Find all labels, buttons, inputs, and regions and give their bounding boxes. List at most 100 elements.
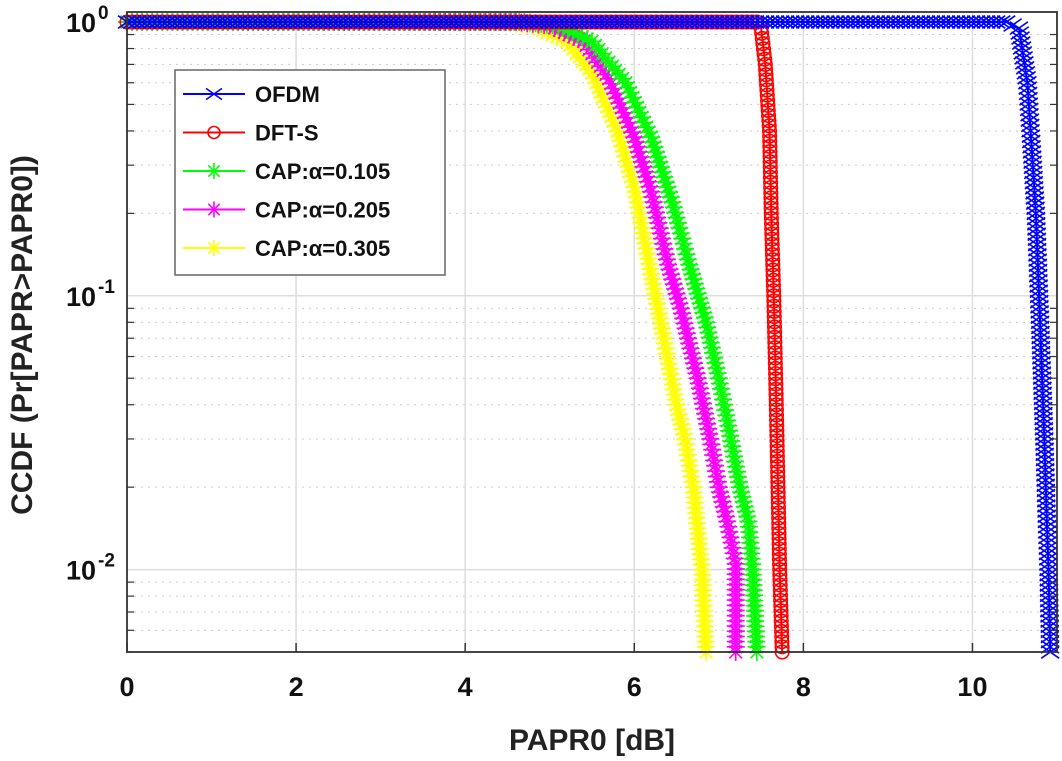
marker-stroke (630, 15, 649, 29)
series-0 (117, 15, 1060, 659)
marker-stroke (805, 15, 825, 29)
marker-stroke (991, 15, 1011, 29)
data-point-marker (1030, 320, 1050, 335)
data-point-marker (1031, 335, 1051, 350)
data-point-marker (353, 15, 373, 29)
marker-stroke (273, 15, 293, 29)
data-point-marker (655, 15, 675, 29)
marker-stroke (881, 15, 901, 29)
data-point-marker (766, 283, 782, 299)
marker-stroke (611, 129, 626, 143)
marker-stroke (318, 15, 338, 29)
data-point-marker (489, 15, 509, 29)
data-point-marker (469, 15, 489, 29)
data-point-marker (283, 15, 303, 29)
data-point-marker (645, 15, 665, 29)
marker-stroke (1039, 588, 1059, 603)
data-point-marker (770, 479, 786, 495)
data-point-marker (1031, 350, 1051, 365)
data-point-marker (1017, 75, 1037, 90)
data-point-marker (762, 154, 778, 170)
data-point-marker (767, 350, 783, 366)
marker-stroke (258, 15, 278, 29)
marker-stroke (625, 15, 644, 29)
marker-stroke (283, 15, 303, 29)
marker-stroke (1020, 107, 1039, 122)
marker-stroke (861, 15, 881, 29)
data-point-marker (263, 15, 283, 29)
marker-stroke (624, 169, 639, 184)
data-point-marker (660, 15, 680, 29)
data-point-marker (1034, 421, 1054, 436)
data-point-marker (243, 15, 263, 29)
marker-stroke (207, 241, 221, 255)
data-point-marker (1040, 629, 1060, 644)
data-point-marker (768, 402, 784, 418)
data-point-marker (1033, 406, 1053, 421)
data-point-marker (1033, 381, 1052, 396)
data-point-marker (1035, 457, 1055, 472)
data-point-marker (223, 15, 242, 29)
marker-stroke (856, 15, 876, 29)
data-point-marker (769, 438, 785, 454)
data-point-marker (619, 15, 639, 29)
marker-stroke (609, 15, 629, 29)
data-point-marker (1034, 416, 1054, 431)
marker-stroke (1027, 232, 1047, 247)
data-point-marker (1029, 284, 1049, 299)
data-point-marker (1026, 216, 1046, 231)
data-point-marker (951, 15, 971, 29)
data-point-marker (770, 489, 786, 506)
data-point-marker (1031, 345, 1051, 360)
data-point-marker (800, 15, 820, 29)
marker-stroke (871, 15, 891, 29)
data-point-marker (846, 15, 865, 29)
data-point-marker (1035, 468, 1055, 482)
marker-stroke (941, 15, 961, 29)
data-point-marker (228, 15, 247, 29)
data-point-marker (559, 15, 579, 29)
marker-stroke (1031, 335, 1051, 350)
marker-stroke (205, 87, 223, 101)
data-point-marker (766, 288, 782, 304)
marker-stroke (1040, 614, 1060, 629)
marker-stroke (755, 15, 775, 29)
data-point-marker (594, 15, 614, 29)
marker-stroke (328, 15, 348, 29)
data-point-marker (1037, 530, 1057, 545)
marker-stroke (288, 15, 308, 29)
marker-stroke (142, 15, 162, 29)
legend: OFDM DFT-S CAP:α=0.105 CAP:α=0.205 CAP:α=0.3… (174, 69, 446, 276)
marker-stroke (710, 15, 730, 29)
marker-stroke (167, 15, 187, 29)
data-point-marker (665, 15, 685, 29)
marker-stroke (653, 226, 668, 241)
data-point-marker (759, 77, 775, 93)
marker-stroke (644, 184, 659, 199)
marker-stroke (986, 15, 1006, 29)
marker-stroke (1033, 401, 1053, 416)
marker-stroke (594, 15, 614, 29)
data-point-marker (1026, 206, 1046, 221)
marker-stroke (616, 144, 631, 159)
data-point-marker (761, 113, 777, 129)
data-point-marker (820, 15, 840, 29)
data-point-marker (680, 15, 700, 29)
marker-stroke (157, 15, 177, 29)
marker-stroke (646, 195, 661, 210)
data-point-marker (419, 15, 438, 29)
data-point-marker (765, 267, 781, 283)
marker-stroke (489, 15, 509, 29)
marker-stroke (715, 15, 735, 29)
y-tick-base: 10 (66, 282, 96, 312)
marker-stroke (906, 15, 926, 29)
marker-stroke (911, 15, 931, 29)
data-point-marker (771, 515, 787, 531)
data-point-marker (1033, 386, 1053, 401)
legend-entry-4: CAP:α=0.305 (183, 236, 390, 261)
marker-stroke (1030, 320, 1050, 335)
data-point-marker (182, 15, 202, 29)
data-point-marker (715, 15, 735, 29)
marker-stroke (1017, 75, 1037, 90)
marker-stroke (378, 15, 398, 29)
